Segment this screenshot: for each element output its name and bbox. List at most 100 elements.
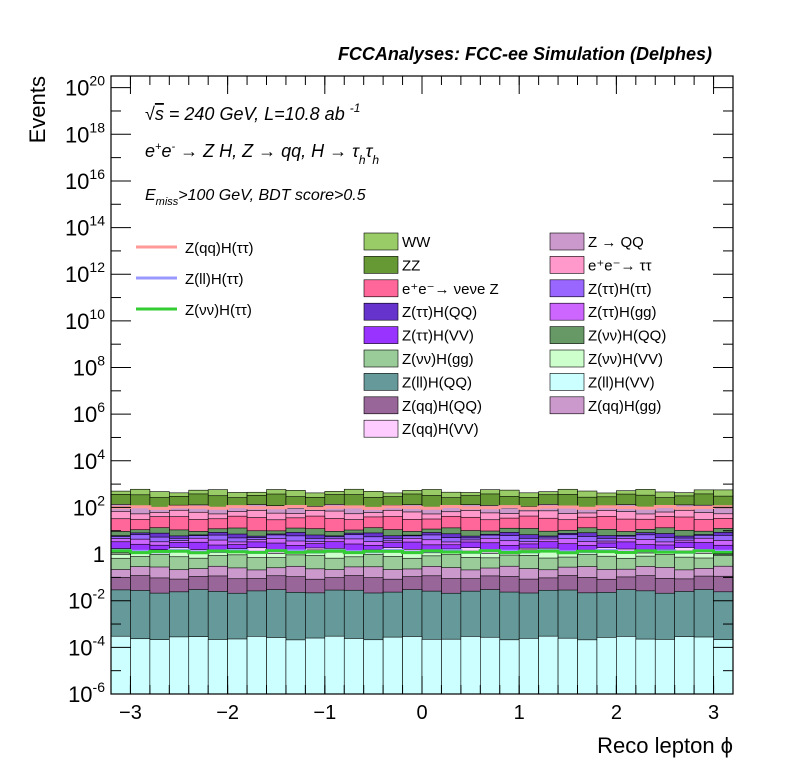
- legend-label: Z(qq)H(VV): [402, 421, 479, 438]
- stack-bar: [227, 638, 248, 695]
- stack-bar: [674, 636, 695, 695]
- legend-label: Z(ττ)H(VV): [402, 328, 474, 345]
- legend-swatch: [363, 302, 399, 321]
- stack-bar: [616, 636, 637, 695]
- y-tick-label: 10-4: [68, 632, 105, 660]
- stack-bar: [480, 636, 501, 695]
- stack-bar: [596, 637, 617, 695]
- legend-swatch: [363, 256, 399, 274]
- annotation-cut: Emiss>100 GeV, BDT score>0.5: [145, 187, 366, 208]
- legend-label: Z(νν)H(gg): [402, 351, 474, 368]
- y-axis-label: Events: [25, 76, 50, 143]
- legend: Z(qq)H(ττ) Z(ll)H(ττ) Z(νν)H(ττ) WW ZZ e⁺e⁻→ …: [136, 232, 666, 438]
- stack-bar: [635, 638, 656, 695]
- x-tick-label: 0: [416, 702, 427, 724]
- legend-swatch: [549, 302, 585, 321]
- y-tick-label: 10-6: [68, 679, 105, 707]
- stack-bar: [441, 638, 462, 695]
- y-tick-label: 1010: [65, 306, 105, 334]
- stack-bar: [538, 635, 559, 695]
- x-tick-label: −2: [216, 702, 239, 724]
- stack-bar: [382, 636, 403, 695]
- legend-label: Z(ll)H(VV): [588, 374, 655, 391]
- legend-label: Z(ττ)H(ττ): [588, 281, 652, 298]
- legend-swatch: [549, 373, 585, 391]
- legend-swatch: [363, 419, 399, 438]
- stack-bar: [169, 636, 190, 695]
- y-tick-label: 102: [73, 492, 105, 520]
- stack-bar: [518, 638, 539, 695]
- legend-label: Z(νν)H(QQ): [588, 328, 666, 345]
- legend-swatch: [363, 396, 399, 415]
- legend-label: Z(ττ)H(gg): [588, 304, 657, 321]
- y-tick-label: 1014: [65, 213, 105, 241]
- stack-bar: [693, 636, 714, 695]
- chart-title: FCCAnalyses: FCC-ee Simulation (Delphes): [338, 44, 712, 64]
- legend-swatch: [549, 256, 585, 274]
- stack-bar: [110, 635, 131, 695]
- y-tick-label: 108: [73, 353, 105, 381]
- legend-swatch: [363, 279, 399, 298]
- x-axis-label: Reco lepton ϕ: [597, 733, 733, 758]
- legend-label: Z(ττ)H(QQ): [402, 304, 477, 321]
- y-tick-label: 1016: [65, 166, 105, 194]
- y-tick-label: 1012: [65, 259, 105, 287]
- stack-bar: [460, 636, 481, 695]
- stack-bar: [577, 639, 598, 695]
- legend-swatch: [549, 232, 585, 251]
- x-tick-label: 2: [611, 702, 622, 724]
- legend-label: Z → QQ: [588, 234, 644, 251]
- stack-bar: [324, 635, 345, 695]
- legend-label: Z(qq)H(gg): [588, 398, 661, 415]
- stack-bar: [149, 639, 170, 695]
- stack-layer: [110, 488, 734, 695]
- legend-swatch: [363, 373, 399, 391]
- y-tick-label: 1: [93, 542, 105, 567]
- stack-bar: [266, 637, 287, 695]
- legend-swatch: [549, 396, 585, 415]
- legend-label: ZZ: [402, 257, 420, 274]
- stack-bar: [499, 639, 520, 695]
- legend-swatch: [363, 326, 399, 344]
- legend-label: Z(ll)H(QQ): [402, 374, 472, 391]
- stack-bar: [402, 636, 423, 695]
- legend-label: e⁺e⁻→ ττ: [588, 257, 652, 274]
- y-tick-label: 1020: [65, 73, 105, 101]
- stack-bar: [130, 638, 151, 695]
- legend-swatch: [549, 349, 585, 368]
- legend-label: e⁺e⁻→ νeνe Z: [402, 281, 499, 298]
- x-tick-label: 3: [708, 702, 719, 724]
- stack-bar: [285, 639, 306, 695]
- signal-lines: [111, 505, 733, 555]
- y-tick-label: 106: [73, 399, 105, 427]
- stack-bar: [343, 638, 364, 695]
- stack-bar: [207, 639, 228, 695]
- legend-swatch: [363, 232, 399, 251]
- legend-label: Z(qq)H(ττ): [185, 240, 254, 257]
- legend-swatch: [549, 326, 585, 344]
- stack-bar: [557, 637, 578, 695]
- annotation-energy: √s = 240 GeV, L=10.8 ab -1: [145, 101, 360, 124]
- y-tick-label: 1018: [65, 119, 105, 147]
- stack-bar: [188, 636, 209, 695]
- legend-label: WW: [402, 234, 431, 251]
- legend-label: Z(νν)H(VV): [588, 351, 663, 368]
- legend-swatch: [549, 279, 585, 298]
- annotation-block: √s = 240 GeV, L=10.8 ab -1 e+e- → Z H, Z…: [145, 101, 379, 208]
- signal-line: [111, 549, 733, 555]
- legend-label: Z(ll)H(ττ): [185, 271, 244, 288]
- y-tick-label: 104: [73, 446, 105, 474]
- legend-label: Z(νν)H(ττ): [185, 302, 252, 319]
- stack-bar: [363, 639, 384, 695]
- signal-line: [111, 505, 733, 510]
- stack-bar: [246, 636, 267, 695]
- stack-bar: [421, 639, 442, 695]
- legend-label: Z(qq)H(QQ): [402, 398, 482, 415]
- axis-ticks: −3 −2 −1 0 1 2 3 10-6 10-4 10-2 1 102 104 106 108 1010 1…: [65, 73, 734, 724]
- x-tick-label: −1: [313, 702, 336, 724]
- stack-bar: [654, 639, 675, 695]
- y-tick-label: 10-2: [68, 586, 105, 614]
- stack-bar: [305, 637, 326, 695]
- x-tick-label: −3: [119, 702, 142, 724]
